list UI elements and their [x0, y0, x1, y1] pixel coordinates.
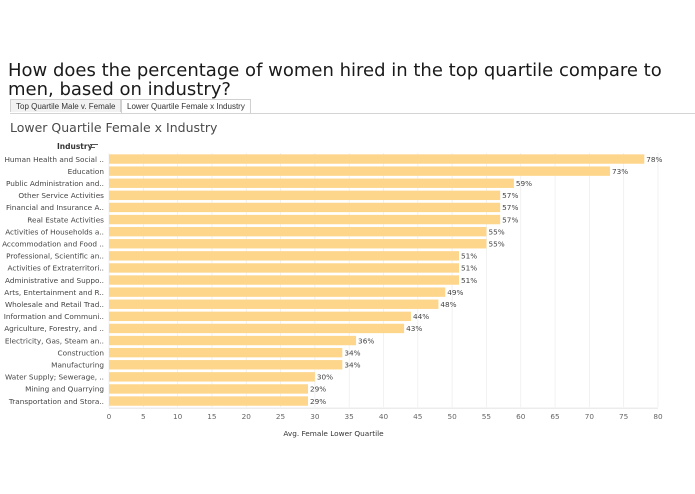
value-label: 59%	[516, 179, 532, 188]
bar[interactable]	[109, 384, 309, 394]
bar[interactable]	[109, 372, 315, 382]
category-label: Water Supply; Sewerage, ..	[5, 373, 104, 382]
category-label: Other Service Activities	[18, 191, 104, 200]
category-label: Human Health and Social ..	[4, 155, 104, 164]
bar[interactable]	[109, 311, 411, 322]
x-tick-label: 65	[550, 412, 559, 421]
category-label: Arts, Entertainment and R..	[4, 288, 104, 297]
value-label: 43%	[406, 324, 422, 333]
x-tick-label: 55	[482, 412, 491, 421]
value-label: 48%	[440, 300, 456, 309]
value-label: 57%	[502, 191, 518, 200]
x-tick-label: 10	[173, 412, 183, 421]
value-label: 34%	[344, 360, 360, 369]
x-tick-label: 15	[207, 412, 216, 421]
bar[interactable]	[109, 347, 343, 358]
bar[interactable]	[109, 323, 405, 334]
value-label: 78%	[646, 155, 662, 164]
value-label: 29%	[310, 385, 326, 394]
x-tick-label: 0	[107, 412, 112, 421]
bar[interactable]	[109, 299, 439, 309]
x-tick-label: 75	[619, 412, 628, 421]
value-label: 55%	[488, 227, 504, 236]
bar[interactable]	[109, 226, 487, 237]
tab-top-quartile-male-v-female[interactable]: Top Quartile Male v. Female	[10, 99, 122, 112]
bar[interactable]	[109, 178, 514, 188]
industry-column-header[interactable]: Industry	[57, 142, 93, 151]
x-tick-label: 30	[310, 412, 320, 421]
bar[interactable]	[109, 214, 501, 225]
bar[interactable]	[109, 154, 645, 164]
category-label: Real Estate Activities	[27, 215, 104, 224]
bar[interactable]	[109, 287, 446, 297]
bar[interactable]	[109, 360, 343, 370]
category-label: Wholesale and Retail Trad..	[5, 300, 104, 309]
value-label: 51%	[461, 276, 477, 285]
category-label: Education	[68, 167, 104, 176]
category-label: Information and Communi..	[4, 312, 104, 321]
category-label: Public Administration and..	[6, 179, 104, 188]
x-tick-label: 5	[141, 412, 146, 421]
bar[interactable]	[109, 263, 459, 273]
x-tick-label: 25	[276, 412, 285, 421]
bar[interactable]	[109, 202, 501, 213]
value-label: 73%	[612, 167, 628, 176]
bar[interactable]	[109, 251, 459, 261]
category-label: Manufacturing	[51, 360, 104, 369]
category-label: Activities of Extraterritori..	[8, 264, 104, 273]
value-label: 30%	[317, 373, 333, 382]
category-label: Administrative and Suppo..	[5, 276, 104, 285]
tab-lower-quartile-female-x-industry[interactable]: Lower Quartile Female x Industry	[121, 99, 251, 113]
category-label: Activities of Households a..	[5, 227, 104, 236]
value-label: 34%	[344, 348, 360, 357]
x-axis-title: Avg. Female Lower Quartile	[283, 429, 384, 438]
category-label: Financial and Insurance A..	[6, 203, 104, 212]
category-label: Electricity, Gas, Steam an..	[5, 336, 104, 345]
category-label: Mining and Quarrying	[25, 385, 104, 394]
value-label: 57%	[502, 215, 518, 224]
x-tick-label: 80	[653, 412, 663, 421]
dashboard-question: How does the percentage of women hired i…	[8, 60, 662, 100]
sort-descending-icon[interactable]	[90, 144, 98, 151]
value-label: 36%	[358, 336, 374, 345]
category-label: Professional, Scientific an..	[6, 252, 104, 261]
category-label: Transportation and Stora..	[8, 397, 104, 406]
value-label: 29%	[310, 397, 326, 406]
x-tick-label: 40	[379, 412, 389, 421]
bar[interactable]	[109, 335, 357, 346]
sheet-title: Lower Quartile Female x Industry	[10, 120, 218, 135]
x-tick-label: 70	[585, 412, 595, 421]
x-tick-label: 20	[242, 412, 252, 421]
category-label: Agriculture, Forestry, and ..	[4, 324, 104, 333]
bar[interactable]	[109, 275, 459, 285]
bar[interactable]	[109, 239, 487, 249]
value-label: 57%	[502, 203, 518, 212]
bar[interactable]	[109, 166, 610, 176]
sheet-tabs: Top Quartile Male v. Female Lower Quarti…	[10, 99, 695, 114]
x-tick-label: 45	[413, 412, 422, 421]
bar[interactable]	[109, 190, 501, 201]
value-label: 51%	[461, 252, 477, 261]
value-label: 49%	[447, 288, 463, 297]
bar[interactable]	[109, 396, 309, 406]
x-tick-label: 60	[516, 412, 526, 421]
category-label: Construction	[58, 348, 104, 357]
category-label: Accommodation and Food ..	[2, 239, 104, 248]
value-label: 44%	[413, 312, 429, 321]
value-label: 51%	[461, 264, 477, 273]
value-label: 55%	[488, 239, 504, 248]
x-tick-label: 35	[345, 412, 354, 421]
x-tick-label: 50	[447, 412, 457, 421]
